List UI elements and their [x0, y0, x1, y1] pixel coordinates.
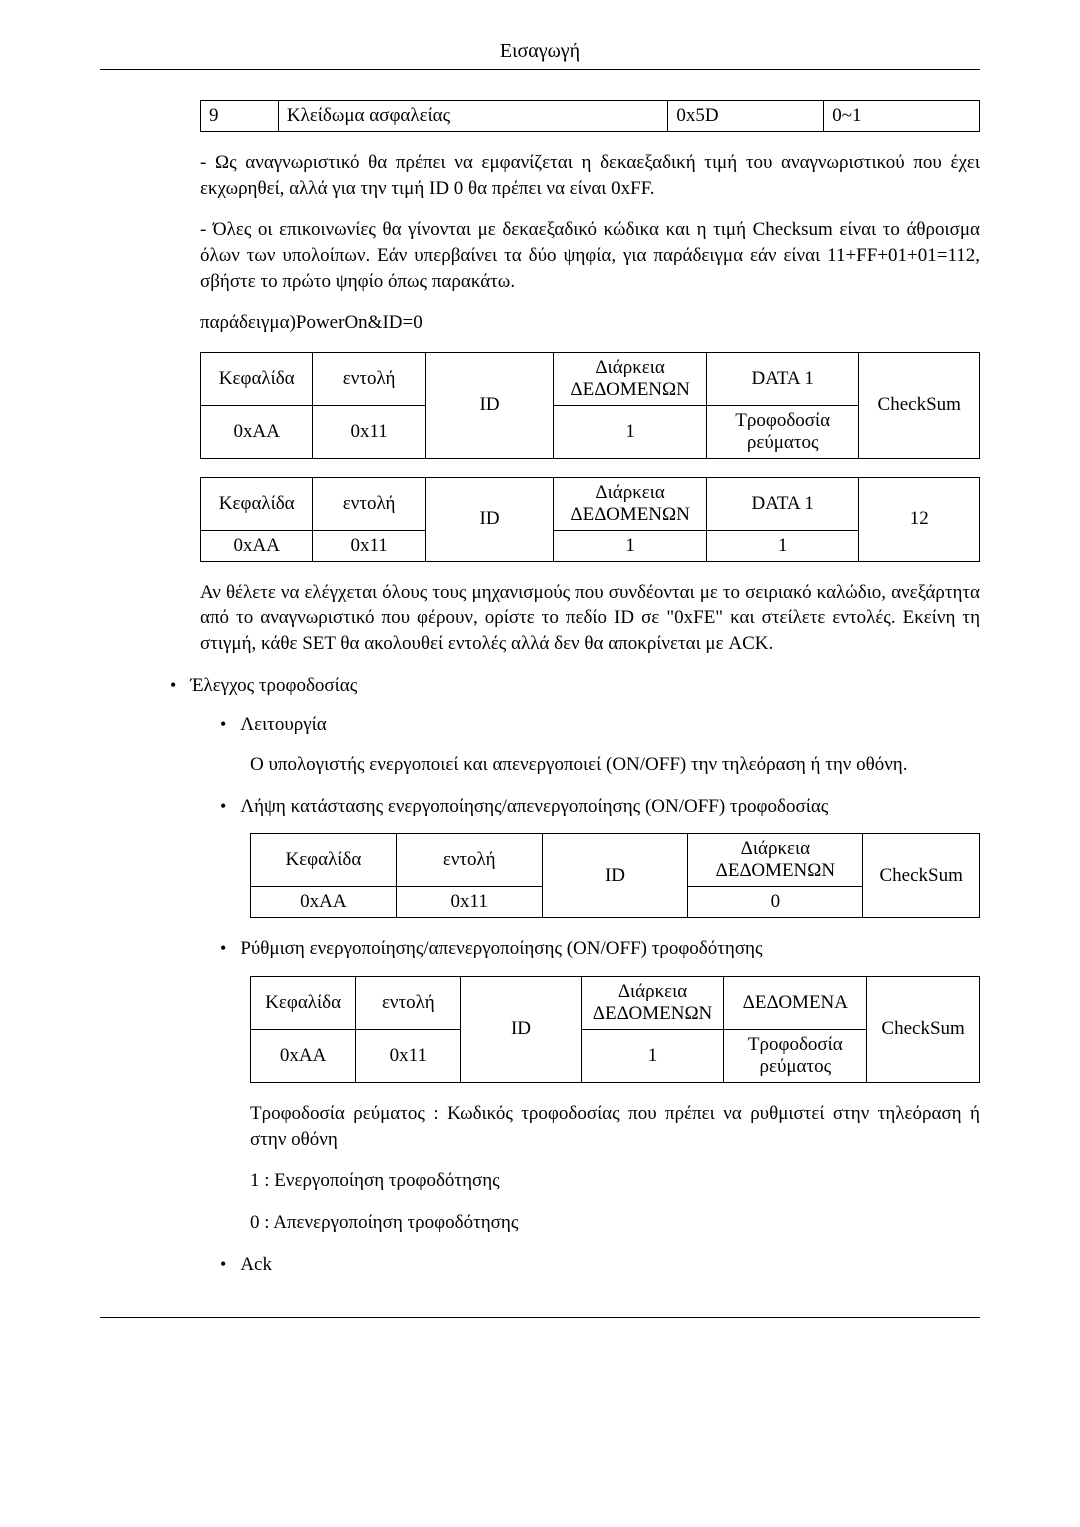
paragraph-checksum-note: - Όλες οι επικοινωνίες θα γίνονται με δε… [200, 217, 980, 294]
cell: ID [425, 352, 553, 458]
cell: DATA 1 [706, 477, 859, 530]
bullet-label: Ρύθμιση ενεργοποίησης/απενεργοποίησης (O… [240, 936, 762, 962]
bullet-icon: • [220, 794, 226, 818]
cell: Κεφαλίδα [201, 352, 313, 405]
cell: 9 [201, 101, 279, 132]
cell: 0x11 [356, 1029, 461, 1082]
cell: 0x11 [396, 887, 542, 918]
table-row: 9 Κλείδωμα ασφαλείας 0x5D 0~1 [201, 101, 980, 132]
bullet-label: Έλεγχος τροφοδοσίας [190, 673, 357, 699]
paragraph-power-off: 0 : Απενεργοποίηση τροφοδότησης [250, 1210, 980, 1236]
bullet-icon: • [220, 936, 226, 960]
table-set-power: Κεφαλίδα εντολή ID Διάρκεια ΔΕΔΟΜΕΝΩΝ ΔΕ… [250, 976, 980, 1083]
table-example-b: Κεφαλίδα εντολή ID Διάρκεια ΔΕΔΟΜΕΝΩΝ DA… [200, 477, 980, 562]
bullet-label: Λειτουργία [240, 712, 326, 738]
cell: εντολή [313, 477, 425, 530]
cell: CheckSum [863, 834, 980, 918]
paragraph-fe-note: Αν θέλετε να ελέγχεται όλους τους μηχανι… [200, 580, 980, 657]
cell: Κεφαλίδα [251, 834, 397, 887]
cell: 1 [581, 1029, 724, 1082]
cell: Διάρκεια ΔΕΔΟΜΕΝΩΝ [554, 477, 707, 530]
bullet-icon: • [170, 673, 176, 697]
paragraph-power-on: 1 : Ενεργοποίηση τροφοδότησης [250, 1168, 980, 1194]
cell: CheckSum [867, 976, 980, 1082]
page-header-title: Εισαγωγή [100, 40, 980, 63]
cell: Τροφοδοσία ρεύματος [724, 1029, 867, 1082]
cell: 0~1 [824, 101, 980, 132]
bullet-ack: • Ack [220, 1252, 980, 1278]
cell: Κεφαλίδα [251, 976, 356, 1029]
cell: Κεφαλίδα [201, 477, 313, 530]
cell: Τροφοδοσία ρεύματος [706, 405, 859, 458]
cell: Κλείδωμα ασφαλείας [278, 101, 668, 132]
cell: 1 [554, 405, 707, 458]
bullet-get-status: • Λήψη κατάστασης ενεργοποίησης/απενεργο… [220, 794, 980, 820]
cell: Διάρκεια ΔΕΔΟΜΕΝΩΝ [688, 834, 863, 887]
cell: 1 [554, 530, 707, 561]
paragraph-function-body: Ο υπολογιστής ενεργοποιεί και απενεργοπο… [250, 752, 980, 778]
table-row: Κεφαλίδα εντολή ID Διάρκεια ΔΕΔΟΜΕΝΩΝ ΔΕ… [251, 976, 980, 1029]
bullet-function: • Λειτουργία [220, 712, 980, 738]
cell: DATA 1 [706, 352, 859, 405]
table-row: Κεφαλίδα εντολή ID Διάρκεια ΔΕΔΟΜΕΝΩΝ DA… [201, 352, 980, 405]
cell: 0x5D [668, 101, 824, 132]
paragraph-example-label: παράδειγμα)PowerOn&ID=0 [200, 310, 980, 336]
cell: εντολή [356, 976, 461, 1029]
cell: CheckSum [859, 352, 980, 458]
cell: 0xAA [251, 1029, 356, 1082]
cell: 0xAA [251, 887, 397, 918]
table-safety-lock: 9 Κλείδωμα ασφαλείας 0x5D 0~1 [200, 100, 980, 132]
bullet-label: Ack [240, 1252, 272, 1278]
cell: ID [542, 834, 688, 918]
table-row: Κεφαλίδα εντολή ID Διάρκεια ΔΕΔΟΜΕΝΩΝ DA… [201, 477, 980, 530]
cell: 0x11 [313, 530, 425, 561]
paragraph-id-note: - Ως αναγνωριστικό θα πρέπει να εμφανίζε… [200, 150, 980, 201]
table-get-status: Κεφαλίδα εντολή ID Διάρκεια ΔΕΔΟΜΕΝΩΝ Ch… [250, 833, 980, 918]
cell: εντολή [313, 352, 425, 405]
bullet-icon: • [220, 1252, 226, 1276]
bullet-power-control: • Έλεγχος τροφοδοσίας [170, 673, 980, 699]
header-rule [100, 69, 980, 70]
cell: 12 [859, 477, 980, 561]
cell: ID [425, 477, 553, 561]
cell: εντολή [396, 834, 542, 887]
paragraph-power-desc: Τροφοδοσία ρεύματος : Κωδικός τροφοδοσία… [250, 1101, 980, 1152]
cell: Διάρκεια ΔΕΔΟΜΕΝΩΝ [581, 976, 724, 1029]
cell: 0xAA [201, 405, 313, 458]
cell: ID [461, 976, 581, 1082]
footer-rule [100, 1317, 980, 1318]
cell: 1 [706, 530, 859, 561]
cell: ΔΕΔΟΜΕΝΑ [724, 976, 867, 1029]
bullet-label: Λήψη κατάστασης ενεργοποίησης/απενεργοπο… [240, 794, 828, 820]
bullet-icon: • [220, 712, 226, 736]
cell: Διάρκεια ΔΕΔΟΜΕΝΩΝ [554, 352, 707, 405]
table-row: Κεφαλίδα εντολή ID Διάρκεια ΔΕΔΟΜΕΝΩΝ Ch… [251, 834, 980, 887]
bullet-set-power: • Ρύθμιση ενεργοποίησης/απενεργοποίησης … [220, 936, 980, 962]
cell: 0x11 [313, 405, 425, 458]
cell: 0xAA [201, 530, 313, 561]
table-example-a: Κεφαλίδα εντολή ID Διάρκεια ΔΕΔΟΜΕΝΩΝ DA… [200, 352, 980, 459]
cell: 0 [688, 887, 863, 918]
